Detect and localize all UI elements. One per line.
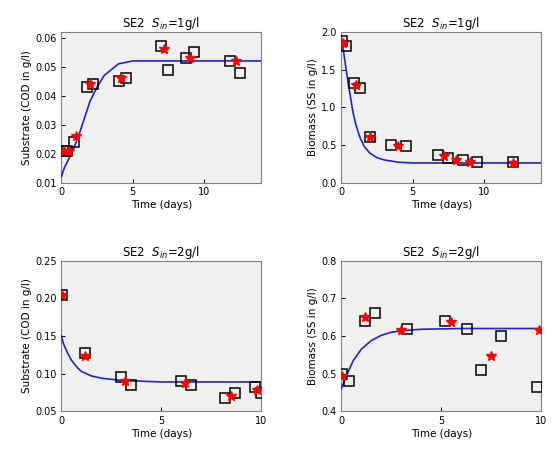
Y-axis label: Substrate (COD in g/l): Substrate (COD in g/l): [22, 50, 32, 165]
Title: SE2  $S_{in}$=1g/l: SE2 $S_{in}$=1g/l: [402, 15, 480, 32]
X-axis label: Time (days): Time (days): [131, 200, 192, 210]
Y-axis label: Biomass (SS in g/l): Biomass (SS in g/l): [309, 58, 318, 156]
X-axis label: Time (days): Time (days): [131, 429, 192, 439]
X-axis label: Time (days): Time (days): [411, 429, 472, 439]
Title: SE2  $S_{in}$=1g/l: SE2 $S_{in}$=1g/l: [122, 15, 200, 32]
Y-axis label: Biomass (SS in g/l): Biomass (SS in g/l): [309, 287, 318, 385]
X-axis label: Time (days): Time (days): [411, 200, 472, 210]
Y-axis label: Substrate (COD in g/l): Substrate (COD in g/l): [22, 279, 32, 393]
Title: SE2  $S_{in}$=2g/l: SE2 $S_{in}$=2g/l: [122, 244, 200, 261]
Title: SE2  $S_{in}$=2g/l: SE2 $S_{in}$=2g/l: [402, 244, 480, 261]
